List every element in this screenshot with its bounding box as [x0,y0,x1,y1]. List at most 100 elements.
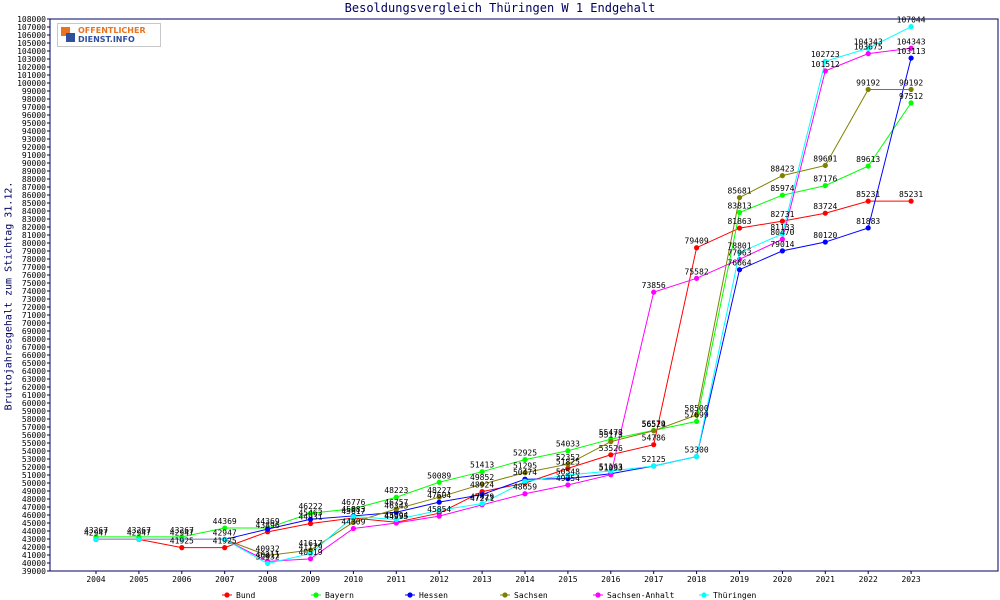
y-tick-label: 46000 [22,511,46,520]
y-tick-label: 105000 [17,39,46,48]
data-label: 107044 [897,16,926,25]
data-point [736,225,743,231]
data-point [350,513,356,520]
y-tick-label: 66000 [22,351,46,360]
data-label: 75582 [685,267,709,276]
data-label: 85681 [727,187,751,196]
data-label: 55173 [599,431,623,440]
data-label: 50548 [556,468,580,477]
data-label: 51413 [470,461,494,470]
data-label: 80120 [813,231,837,240]
data-label: 51163 [599,463,623,472]
y-tick-label: 77000 [22,263,46,272]
data-label: 81863 [727,217,751,226]
data-point [265,560,271,567]
data-point [307,556,314,562]
y-tick-label: 74000 [22,287,46,296]
y-tick-label: 43000 [22,535,46,544]
data-point [736,194,743,201]
legend-label: Sachsen-Anhalt [607,591,675,600]
data-label: 49852 [470,473,494,482]
data-label: 80470 [770,228,794,237]
y-tick-label: 91000 [22,151,46,160]
chart-title: Besoldungsvergleich Thüringen W 1 Endgeh… [344,1,656,15]
data-label: 85231 [899,190,923,199]
data-label: 39932 [256,553,280,562]
data-point [779,218,786,224]
y-tick-label: 104000 [17,47,46,56]
data-point [822,210,828,216]
data-point [608,468,614,474]
x-tick-label: 2013 [472,575,491,584]
data-label: 104343 [854,37,883,46]
data-label: 44931 [298,513,322,522]
y-tick-label: 70000 [22,319,46,328]
legend-label: Hessen [419,591,448,600]
data-label: 41617 [298,539,322,548]
data-label: 42947 [127,528,151,537]
x-tick-label: 2015 [558,575,577,584]
data-point [307,510,314,516]
data-label: 101512 [811,60,840,69]
y-tick-label: 101000 [17,71,46,80]
data-point [522,457,528,463]
data-point [651,463,657,469]
data-label: 41179 [298,543,322,552]
data-label: 53300 [685,446,709,455]
y-tick-label: 93000 [22,135,46,144]
data-point [522,470,528,476]
logo-text: OFFENTLICHER DIENST.INFO [78,26,146,44]
y-tick-label: 40000 [22,559,46,568]
data-label: 46757 [384,498,408,507]
data-point [779,192,786,198]
data-label: 45883 [341,505,365,514]
data-point [307,520,314,527]
legend-swatch-marker [595,592,601,598]
y-tick-label: 64000 [22,367,46,376]
y-tick-label: 51000 [22,471,46,480]
y-tick-label: 65000 [22,359,46,368]
data-point [651,289,657,295]
legend-swatch-marker [407,592,413,598]
data-label: 77963 [727,248,751,257]
y-tick-label: 56000 [22,431,46,440]
data-point [222,545,228,551]
data-label: 46776 [341,498,365,507]
data-point [436,494,442,500]
data-label: 89691 [813,154,837,163]
data-point [908,100,914,106]
data-point [908,198,914,204]
x-tick-label: 2020 [773,575,792,584]
plot-frame [49,18,999,572]
data-label: 45617 [341,507,365,516]
data-point [479,469,485,475]
data-label: 40211 [256,550,280,559]
x-tick-label: 2011 [387,575,406,584]
data-label: 46222 [298,502,322,511]
logo-mark-icon [61,27,75,43]
data-point [694,245,700,251]
data-point [908,24,914,30]
legend-label: Bayern [325,591,354,600]
data-point [179,545,185,551]
data-label: 51295 [513,462,537,471]
y-tick-label: 95000 [22,119,46,128]
data-point [694,412,700,418]
y-tick-label: 48000 [22,495,46,504]
y-tick-label: 87000 [22,183,46,192]
logo-line1: OFFENTLICHER [78,26,146,35]
data-label: 47429 [470,493,494,502]
x-tick-label: 2018 [687,575,706,584]
data-point [436,499,442,505]
data-point [436,479,442,485]
data-point [865,45,871,51]
data-point [779,173,786,179]
series-line-0 [96,200,912,549]
data-point [736,267,743,273]
data-label: 42947 [170,528,194,537]
y-tick-label: 100000 [17,79,46,88]
y-tick-label: 78000 [22,255,46,264]
y-tick-label: 41000 [22,551,46,560]
x-tick-label: 2008 [258,575,277,584]
data-label: 48227 [427,486,451,495]
